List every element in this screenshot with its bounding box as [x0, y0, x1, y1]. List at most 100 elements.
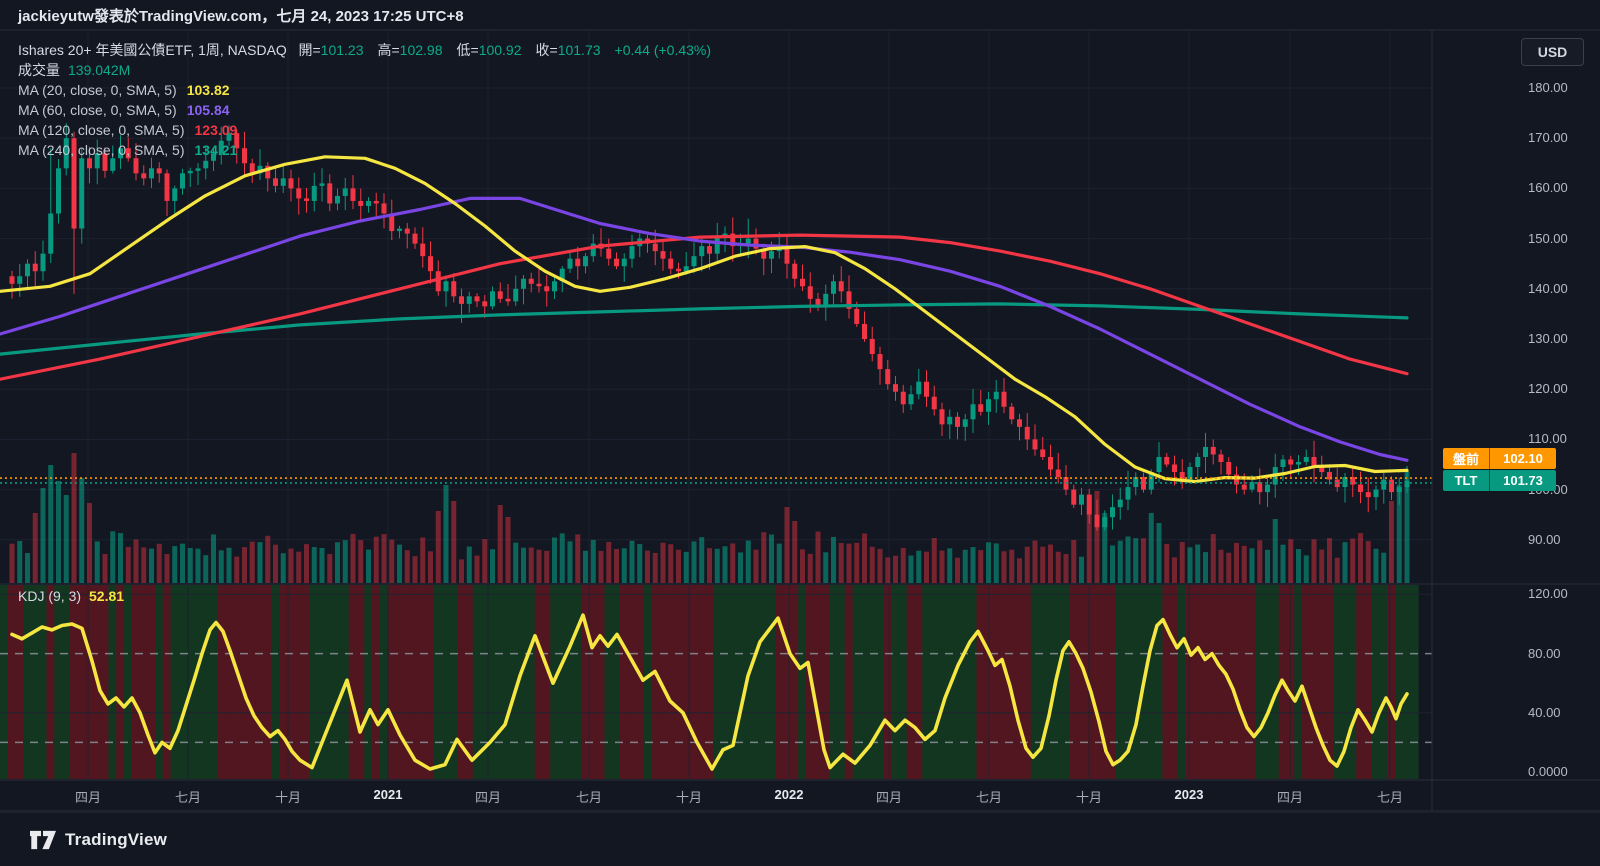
volume-bar: [280, 553, 286, 583]
candle-body: [1048, 456, 1053, 470]
volume-bar: [862, 533, 867, 583]
candle-body: [482, 301, 488, 307]
volume-bar: [319, 547, 325, 583]
candle-body: [900, 391, 906, 405]
candle-body: [257, 165, 263, 174]
volume-bar: [807, 553, 813, 583]
candle-body: [1218, 454, 1224, 462]
candle-body: [133, 158, 139, 174]
kdj-trend-stripe: [914, 585, 923, 779]
kdj-trend-stripe: [1108, 585, 1117, 779]
candle-body: [1110, 507, 1115, 518]
volume-bar: [1210, 534, 1216, 583]
volume-bar: [211, 534, 216, 583]
candle-body: [792, 263, 798, 279]
candle-body: [474, 296, 480, 302]
candle-body: [342, 188, 348, 196]
candle-body: [466, 296, 472, 304]
candle-body: [1226, 461, 1232, 475]
kdj-trend-stripe: [356, 585, 365, 779]
candle-body: [1079, 494, 1084, 505]
snapshot-header-title: jackieyutw發表於TradingView.com，七月 24, 2023…: [18, 7, 464, 25]
volume-bar: [87, 503, 92, 583]
kdj-trend-stripe: [1263, 585, 1272, 779]
candle-body: [195, 168, 201, 171]
candle-body: [280, 178, 286, 186]
kdj-trend-stripe: [302, 585, 311, 779]
kdj-trend-stripe: [992, 585, 1001, 779]
candle-body: [335, 195, 340, 204]
kdj-trend-stripe: [519, 585, 528, 779]
kdj-trend-stripe: [1038, 585, 1047, 779]
candle-body: [947, 416, 953, 425]
volume-bar: [893, 555, 898, 583]
kdj-value: 52.81: [89, 588, 125, 604]
candle-body: [1334, 479, 1340, 488]
volume-legend-row: 成交量 139.042M: [18, 60, 711, 80]
kdj-trend-stripe: [596, 585, 605, 779]
volume-bar: [1265, 549, 1270, 583]
candle-body: [79, 158, 85, 229]
symbol-title: Ishares 20+ 年美國公債ETF, 1周, NASDAQ: [18, 42, 287, 58]
candle-body: [211, 153, 216, 161]
volume-bar: [660, 542, 666, 583]
volume-bar: [1001, 551, 1007, 583]
kdj-trend-stripe: [511, 585, 520, 779]
chart-legend: Ishares 20+ 年美國公債ETF, 1周, NASDAQ 開=101.2…: [18, 40, 711, 160]
volume-bar: [505, 517, 511, 583]
volume-bar: [939, 550, 945, 583]
candle-body: [552, 281, 557, 292]
kdj-trend-stripe: [1379, 585, 1388, 779]
kdj-trend-stripe: [1162, 585, 1171, 779]
volume-bar: [544, 550, 550, 583]
candle-body: [513, 288, 519, 302]
kdj-trend-stripe: [1216, 585, 1225, 779]
tradingview-brand-link[interactable]: TradingView: [65, 829, 168, 849]
candle-body: [1071, 489, 1077, 505]
volume-bar: [342, 540, 348, 583]
currency-button[interactable]: USD: [1521, 38, 1584, 66]
kdj-trend-stripe: [1302, 585, 1311, 779]
kdj-trend-stripe: [1410, 585, 1419, 779]
candle-body: [350, 188, 356, 201]
volume-bar: [1396, 485, 1402, 583]
kdj-trend-stripe: [472, 585, 481, 779]
candle-body: [435, 271, 441, 292]
candle-body: [908, 394, 914, 405]
kdj-trend-stripe: [682, 585, 691, 779]
kdj-trend-stripe: [1255, 585, 1264, 779]
candle-body: [172, 188, 178, 201]
kdj-trend-stripe: [1247, 585, 1256, 779]
candle-body: [1288, 459, 1294, 465]
ma240-value: 134.21: [194, 142, 238, 158]
candle-body: [1141, 477, 1146, 490]
volume-bar: [366, 549, 371, 583]
volume-bar: [102, 554, 108, 583]
candle-body: [854, 308, 860, 324]
ma20-legend-row: MA (20, close, 0, SMA, 5) 103.82: [18, 82, 230, 98]
kdj-trend-stripe: [953, 585, 962, 779]
volume-bar: [1040, 546, 1046, 583]
candle-body: [187, 170, 193, 174]
kdj-trend-stripe: [100, 585, 109, 779]
volume-bar: [1288, 539, 1294, 583]
kdj-trend-stripe: [821, 585, 830, 779]
kdj-trend-stripe: [465, 585, 474, 779]
candle-body: [1327, 472, 1332, 480]
candle-body: [931, 396, 937, 410]
kdj-trend-stripe: [496, 585, 505, 779]
candle-body: [869, 339, 875, 355]
volume-bar: [1141, 538, 1146, 583]
volume-bar: [428, 551, 433, 583]
volume-bar: [1303, 555, 1309, 583]
candle-body: [784, 246, 790, 264]
volume-bar: [257, 542, 263, 583]
volume-bar: [1102, 513, 1108, 583]
volume-bar: [707, 548, 712, 583]
candle-body: [1125, 487, 1131, 500]
volume-bar: [885, 557, 891, 583]
kdj-trend-stripe: [782, 585, 791, 779]
volume-bar: [528, 547, 534, 583]
